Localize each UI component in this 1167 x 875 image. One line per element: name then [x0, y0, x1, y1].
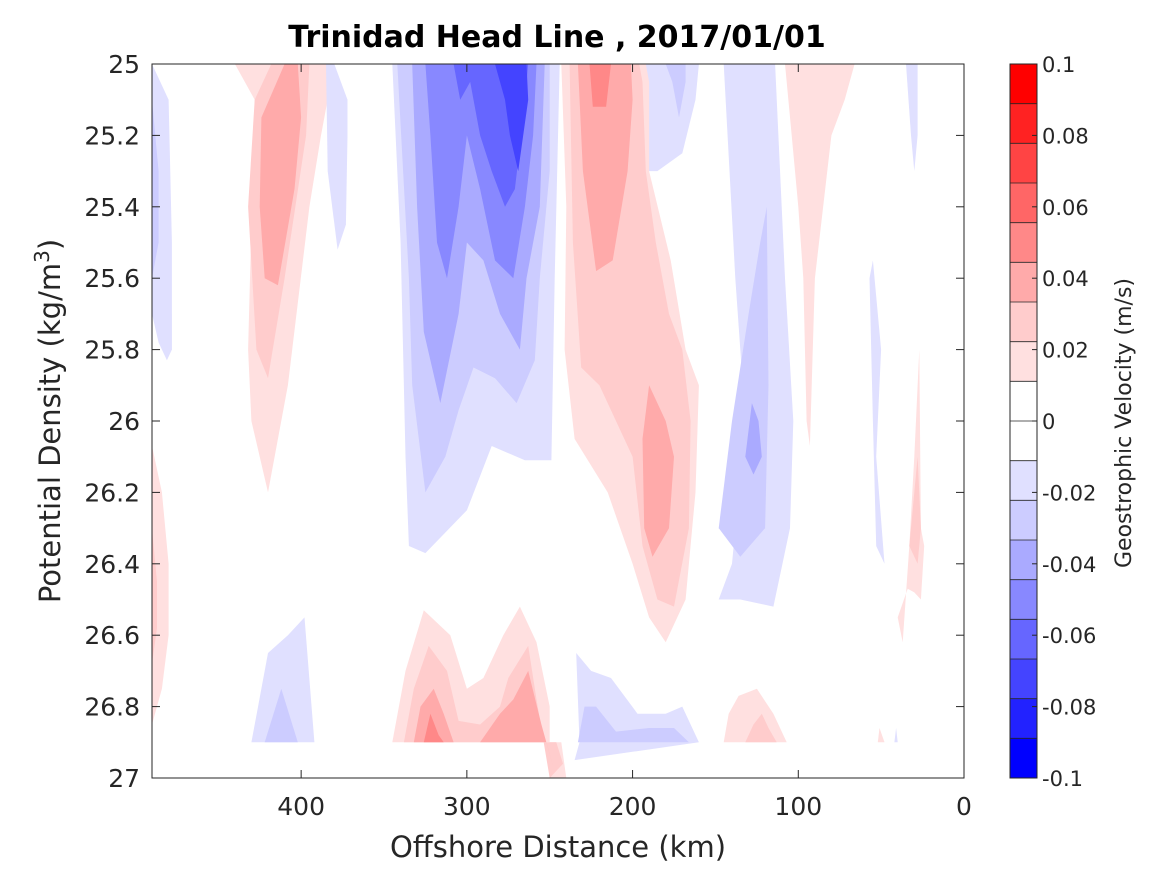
contour-region-pos2-28: [909, 456, 921, 564]
colorbar-level-swatch: [1010, 222, 1037, 263]
contour-region-neg1-7: [326, 64, 348, 250]
colorbar: 0.1 0.08 0.06 0.04 0.02 0 -0.02 -0.04 -0.06 -0.08…: [1009, 53, 1137, 791]
contour-region-neg2-3: [152, 99, 159, 279]
contour-region-pos1-24: [785, 64, 855, 446]
contour-region-pos4-34: [423, 713, 444, 743]
contour-region-neg2-36: [577, 706, 689, 743]
contour-region-neg1-40: [894, 728, 898, 743]
y-axis-label-main: Potential Density (kg/m: [33, 263, 67, 603]
colorbar-tick-label: 0.1: [1042, 53, 1075, 77]
colorbar-tick-label: -0.08: [1042, 696, 1096, 720]
contour-region-pos3-6: [259, 64, 302, 286]
y-tick-label: 25.2: [84, 121, 140, 150]
contour-region-neg6-13: [495, 64, 529, 172]
contour-region-pos3-33: [413, 670, 557, 778]
contour-region-pos2-32: [403, 645, 563, 778]
colorbar-level-swatch: [1010, 103, 1037, 144]
contour-region-pos2-1: [152, 528, 157, 664]
y-tick-label: 25.8: [84, 336, 140, 365]
contour-region-pos4-20: [589, 64, 611, 107]
chart-title: Trinidad Head Line , 2017/01/01: [288, 20, 825, 55]
contour-region-pos3-18: [577, 64, 633, 272]
contour-region-pos2-38: [745, 713, 777, 743]
contour-plot-area: 400 300 200 100 0 25 25.2 25.4 25.6 25.8 26 26.2 26…: [84, 50, 972, 821]
y-tick-label: 25.4: [84, 193, 140, 222]
contour-region-neg1-26: [906, 64, 918, 172]
y-tick-label: 27: [108, 764, 140, 793]
y-tick-label: 26.2: [84, 478, 140, 507]
y-tick-label: 26: [108, 407, 140, 436]
colorbar-level-swatch: [1010, 381, 1037, 422]
x-tick-label: 300: [443, 792, 491, 821]
contour-region-pos1-39: [877, 728, 885, 743]
y-axis-label-tail: ): [33, 239, 67, 250]
colorbar-tick-label: 0.04: [1042, 267, 1089, 291]
colorbar-tick-label: 0: [1042, 410, 1055, 434]
colorbar-level-swatch: [1010, 460, 1037, 501]
colorbar-level-swatch: [1010, 341, 1037, 382]
y-tick-label: 26.4: [84, 550, 140, 579]
x-tick-label: 200: [609, 792, 657, 821]
colorbar-tick-label: -0.02: [1042, 481, 1096, 505]
colorbar-level-swatch: [1010, 540, 1037, 581]
x-axis-ticks: 400 300 200 100 0: [277, 64, 972, 821]
colorbar-level-swatch: [1010, 143, 1037, 184]
contour-region-pos1-27: [894, 349, 925, 643]
contour-region-pos1-0: [152, 446, 169, 725]
contour-region-neg3-23: [745, 403, 762, 475]
y-tick-label: 26.6: [84, 621, 140, 650]
contour-region-neg1-2: [152, 64, 172, 361]
colorbar-tick-label: -0.06: [1042, 624, 1096, 648]
contour-regions: [152, 64, 925, 778]
colorbar-level-swatch: [1010, 421, 1037, 462]
colorbar-level-swatch: [1010, 579, 1037, 620]
colorbar-tick-label: 0.08: [1042, 124, 1089, 148]
y-tick-label: 26.8: [84, 693, 140, 722]
y-tick-label: 25.6: [84, 264, 140, 293]
contour-region-neg1-29: [251, 617, 315, 743]
y-axis-label: Potential Density (kg/m3): [30, 239, 67, 603]
contour-region-neg2-15: [665, 64, 686, 118]
contour-region-neg2-22: [718, 206, 769, 557]
contour-region-neg1-25: [869, 260, 885, 564]
y-axis-label-superscript: 3: [30, 250, 54, 263]
y-tick-label: 25: [108, 50, 140, 79]
colorbar-tick-label: 0.06: [1042, 196, 1089, 220]
colorbar-level-swatch: [1010, 698, 1037, 739]
x-tick-label: 400: [277, 792, 325, 821]
colorbar-level-swatch: [1010, 619, 1037, 660]
colorbar-level-swatch: [1010, 738, 1037, 779]
colorbar-tick-label: -0.04: [1042, 553, 1096, 577]
x-tick-label: 100: [774, 792, 822, 821]
colorbar-level-swatch: [1010, 262, 1037, 303]
colorbar-label: Geostrophic Velocity (m/s): [1112, 278, 1137, 568]
colorbar-level-swatch: [1010, 183, 1037, 224]
colorbar-ticks: 0.1 0.08 0.06 0.04 0.02 0 -0.02 -0.04 -0.06 -0.08…: [1032, 53, 1096, 791]
colorbar-tick-label: -0.1: [1042, 767, 1083, 791]
contour-region-neg2-30: [264, 688, 298, 743]
x-tick-label: 0: [956, 792, 972, 821]
colorbar-tick-label: 0.02: [1042, 339, 1089, 363]
colorbar-level-swatch: [1010, 64, 1037, 105]
contour-region-pos3-19: [642, 385, 674, 557]
colorbar-level-swatch: [1010, 302, 1037, 343]
colorbar-level-swatch: [1010, 500, 1037, 541]
y-axis-ticks: 25 25.2 25.4 25.6 25.8 26 26.2 26.4 26.6 26.8 27: [84, 50, 964, 793]
contour-region-pos1-37: [723, 688, 787, 743]
colorbar-levels: [1010, 64, 1037, 779]
colorbar-level-swatch: [1010, 659, 1037, 700]
x-axis-label: Offshore Distance (km): [390, 830, 726, 864]
